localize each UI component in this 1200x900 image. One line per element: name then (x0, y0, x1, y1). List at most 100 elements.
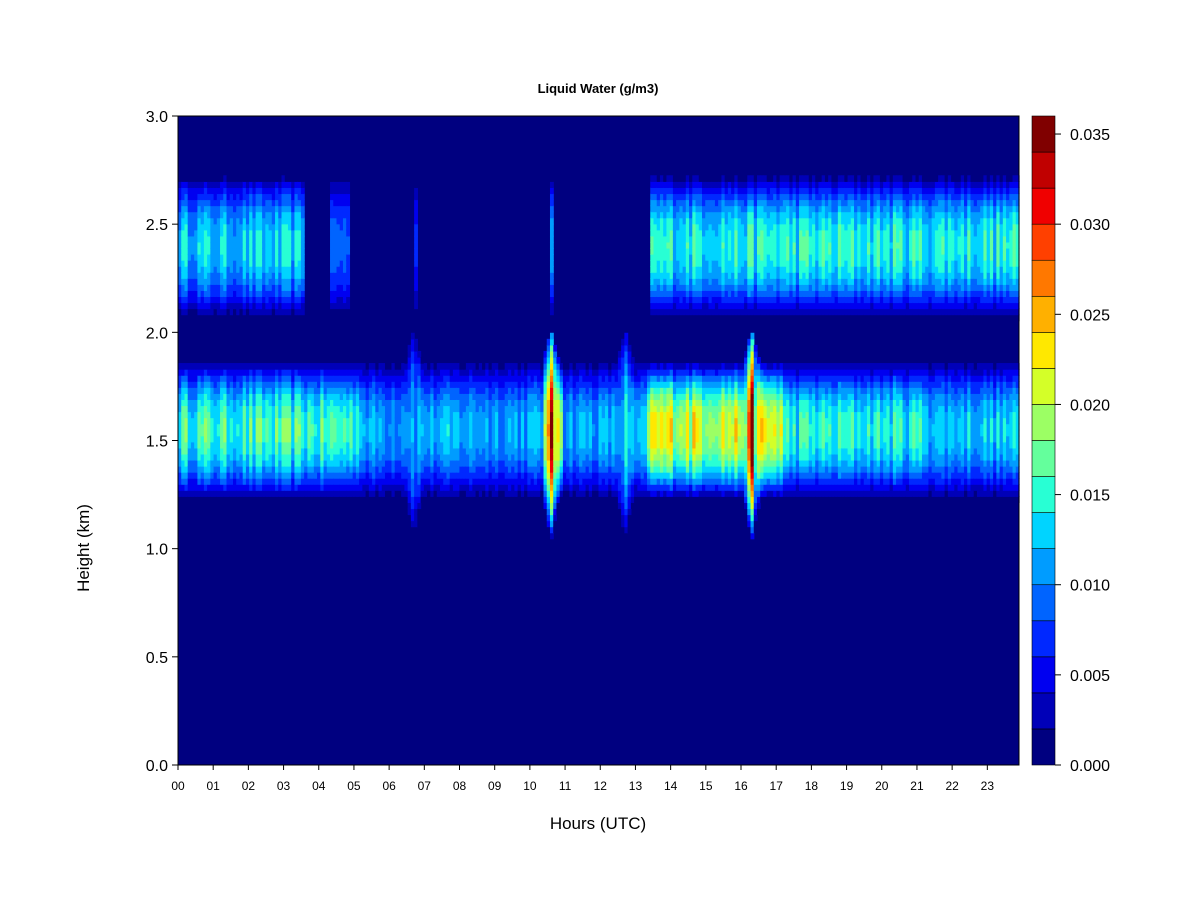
heatmap-cell (304, 441, 308, 449)
heatmap-cell (656, 260, 661, 267)
heatmap-cell (207, 290, 211, 298)
heatmap-cell (430, 429, 435, 437)
heatmap-cell (213, 435, 218, 443)
heatmap-cell (627, 453, 632, 461)
heatmap-cell (184, 381, 189, 388)
heatmap-cell (275, 211, 279, 219)
heatmap-cell (527, 393, 532, 400)
heatmap-cell (650, 217, 655, 225)
heatmap-cell (663, 284, 668, 291)
heatmap-cell (229, 484, 234, 491)
heatmap-cell (378, 399, 383, 407)
heatmap-cell (530, 441, 535, 449)
heatmap-cell (268, 302, 273, 310)
heatmap-cell (524, 490, 528, 497)
heatmap-cell (275, 223, 279, 231)
heatmap-cell (242, 235, 247, 243)
heatmap-cell (666, 405, 671, 413)
heatmap-cell (252, 284, 257, 291)
heatmap-cell (549, 199, 554, 207)
heatmap-cell (216, 284, 221, 291)
heatmap-cell (643, 429, 648, 437)
heatmap-cell (362, 435, 367, 443)
heatmap-cell (359, 453, 363, 461)
heatmap-cell (339, 363, 344, 370)
heatmap-cell (414, 538, 418, 546)
heatmap-cell (255, 381, 260, 388)
heatmap-cell (197, 459, 202, 467)
heatmap-cell (482, 393, 486, 400)
heatmap-cell (226, 375, 231, 382)
heatmap-cell (216, 302, 221, 310)
heatmap-cell (255, 193, 260, 201)
heatmap-cell (339, 247, 344, 255)
heatmap-cell (197, 447, 202, 455)
heatmap-cell (184, 496, 189, 503)
heatmap-cell (617, 423, 622, 431)
heatmap-cell (659, 266, 664, 273)
heatmap-cell (666, 211, 671, 219)
heatmap-cell (313, 496, 318, 503)
heatmap-cell (511, 423, 515, 431)
heatmap-cell (423, 363, 428, 370)
heatmap-cell (184, 260, 189, 267)
heatmap-cell (200, 363, 205, 370)
heatmap-cell (339, 235, 344, 243)
heatmap-cell (472, 393, 477, 400)
heatmap-cell (291, 181, 296, 188)
heatmap-cell (650, 314, 655, 322)
heatmap-cell (498, 411, 503, 419)
heatmap-cell (423, 472, 428, 479)
heatmap-cell (330, 254, 334, 261)
heatmap-cell (469, 363, 473, 370)
heatmap-cell (491, 393, 496, 400)
heatmap-cell (449, 453, 454, 461)
heatmap-cell (449, 369, 454, 376)
heatmap-cell (242, 205, 247, 213)
heatmap-cell (427, 375, 431, 382)
heatmap-cell (242, 247, 247, 255)
heatmap-cell (627, 344, 632, 352)
heatmap-cell (517, 363, 522, 370)
heatmap-cell (194, 278, 198, 285)
heatmap-cell (449, 411, 454, 419)
heatmap-cell (229, 369, 234, 376)
heatmap-cell (520, 496, 525, 503)
heatmap-cell (653, 241, 658, 249)
heatmap-cell (294, 290, 299, 298)
heatmap-cell (575, 417, 580, 425)
heatmap-cell (549, 466, 554, 473)
heatmap-cell (232, 411, 237, 419)
heatmap-cell (501, 429, 506, 437)
heatmap-cell (656, 393, 661, 400)
heatmap-cell (313, 435, 318, 443)
heatmap-cell (449, 472, 454, 479)
heatmap-cell (294, 302, 299, 310)
heatmap-cell (249, 247, 253, 255)
heatmap-cell (226, 205, 231, 213)
heatmap-cell (611, 478, 616, 485)
heatmap-cell (562, 387, 567, 394)
heatmap-cell (213, 181, 218, 188)
heatmap-cell (297, 308, 302, 316)
heatmap-cell (549, 217, 554, 225)
heatmap-cell (200, 369, 205, 376)
heatmap-cell (647, 466, 651, 473)
heatmap-cell (562, 478, 567, 485)
heatmap-cell (184, 490, 189, 497)
heatmap-cell (187, 308, 192, 316)
heatmap-cell (265, 260, 270, 267)
heatmap-cell (281, 284, 286, 291)
heatmap-cell (226, 490, 231, 497)
heatmap-cell (410, 350, 415, 358)
heatmap-cell (585, 423, 590, 431)
heatmap-cell (284, 254, 289, 261)
heatmap-cell (284, 441, 289, 449)
heatmap-cell (475, 369, 480, 376)
heatmap-cell (197, 211, 202, 219)
heatmap-cell (653, 302, 658, 310)
heatmap-cell (517, 399, 522, 407)
heatmap-cell (666, 399, 671, 407)
heatmap-cell (507, 387, 512, 394)
heatmap-cell (194, 266, 198, 273)
